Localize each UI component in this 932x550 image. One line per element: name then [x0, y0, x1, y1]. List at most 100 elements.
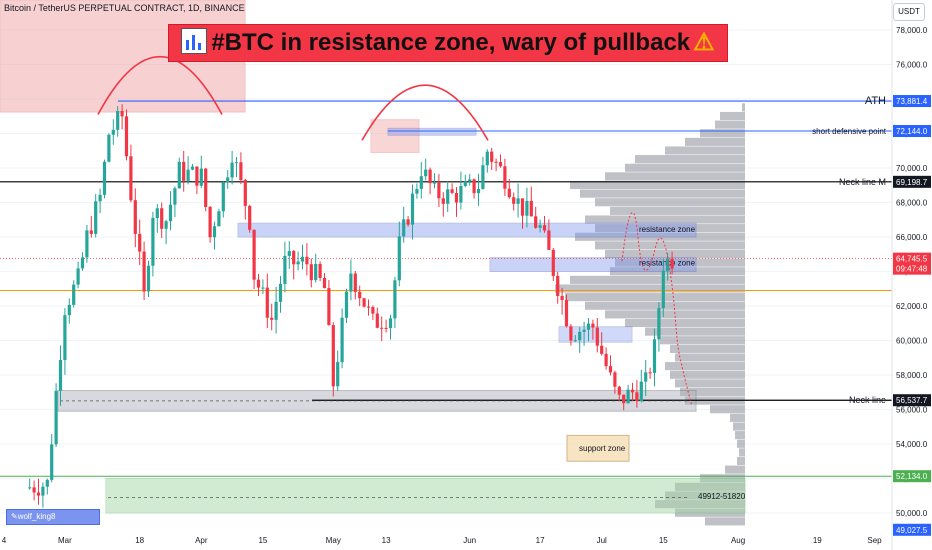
candle-body — [454, 192, 459, 203]
candle-body — [300, 256, 305, 262]
candle-body — [371, 307, 375, 314]
level-label: ATH — [865, 95, 886, 107]
candle-body — [226, 177, 230, 183]
candle-body — [595, 327, 599, 346]
bar-chart-icon — [181, 28, 208, 54]
warning-icon: ⚠ — [693, 29, 715, 56]
candle-body — [406, 219, 410, 225]
candle-body — [217, 211, 221, 227]
volume-profile-bar — [660, 336, 745, 345]
candle-body — [94, 201, 98, 234]
candle-body — [481, 165, 485, 189]
candle-body — [494, 161, 498, 163]
x-tick-label: Aug — [731, 536, 745, 545]
volume-profile-bar — [570, 275, 745, 284]
volume-profile-bar — [720, 111, 745, 121]
candle-body — [102, 161, 107, 195]
candle-body — [248, 205, 252, 230]
candle-body — [573, 340, 577, 342]
support-zone-box — [566, 434, 630, 462]
candle-body — [221, 182, 225, 212]
candle-body — [560, 296, 564, 301]
volume-profile-bar — [635, 155, 745, 164]
candle-body — [424, 169, 428, 177]
candle-body — [622, 394, 626, 404]
levels — [0, 100, 892, 498]
candle-body — [85, 230, 89, 258]
candle-body — [520, 198, 525, 216]
candle-body — [441, 198, 445, 204]
candle-body — [410, 193, 415, 225]
candle-body — [212, 226, 217, 238]
m-top-arc-right — [361, 84, 489, 141]
idea-title-text: #BTC in resistance zone, wary of pullbac… — [211, 29, 691, 56]
candle-body — [116, 111, 120, 130]
candle-body — [652, 339, 657, 373]
x-tick-label: May — [326, 536, 341, 545]
neck-line-zone — [57, 390, 697, 412]
candle-body — [340, 317, 344, 363]
candle-body — [635, 392, 639, 402]
idea-title: #BTC in resistance zone, wary of pullbac… — [168, 24, 728, 62]
candle-body — [432, 182, 437, 184]
volume-profile-bar — [675, 353, 745, 362]
candle-body — [516, 198, 520, 204]
candle-body — [98, 194, 102, 202]
volume-profile-bar — [575, 232, 745, 241]
candle-body — [28, 487, 32, 489]
candle-body — [274, 301, 278, 320]
candle-body — [397, 236, 401, 281]
candle-body — [256, 279, 261, 288]
volume-profile-bar — [605, 172, 745, 181]
candle-body — [155, 208, 159, 219]
price-tag-label: 52,134.0 — [896, 472, 928, 481]
candle-body — [472, 179, 476, 194]
candle-body — [503, 166, 507, 189]
volume-profile-bar — [665, 362, 745, 371]
candle-body — [507, 188, 511, 198]
candle-body — [538, 225, 542, 228]
price-tag-label: 56,537.7 — [896, 396, 928, 405]
price-tag-label: 72,144.0 — [896, 127, 928, 136]
price-tag — [893, 95, 931, 108]
last-price-tag — [893, 252, 931, 275]
x-tick-label: 18 — [135, 536, 144, 545]
last-price-label: 64,745.5 — [896, 255, 928, 264]
y-tick-label: 78,000.0 — [896, 26, 928, 35]
candle-body — [626, 389, 630, 404]
candle-body — [190, 166, 195, 170]
zone-label: resistance zone — [639, 225, 696, 234]
candle-body — [648, 372, 652, 374]
candle-body — [182, 161, 186, 181]
volume-profile-bar — [625, 318, 745, 328]
author-badge[interactable]: ✎wolf_king8 — [6, 509, 100, 525]
volume-profile-bar — [595, 224, 745, 233]
x-tick-label: Jun — [463, 536, 476, 545]
volume-profile-bar — [665, 146, 745, 155]
volume-profile-bar — [595, 198, 745, 207]
candle-body — [208, 206, 212, 238]
candle-body — [366, 306, 371, 308]
candle-body — [639, 381, 643, 402]
x-tick-label: Mar — [58, 536, 72, 545]
candle-body — [151, 218, 155, 266]
countdown-label: 09:47:48 — [896, 265, 928, 274]
level-label: short defensive point — [812, 127, 887, 136]
candle-body — [358, 291, 362, 299]
candle-body — [186, 169, 190, 181]
candle-body — [283, 255, 287, 284]
short-zone — [387, 127, 477, 136]
candle-body — [204, 168, 208, 207]
candle-body — [63, 315, 67, 360]
x-tick-label: Jul — [597, 536, 607, 545]
zone-label: 49912-51820 — [698, 492, 746, 501]
currency-button[interactable]: USDT — [893, 3, 925, 21]
candle-body — [107, 134, 111, 162]
volume-profile-bar — [555, 284, 745, 293]
candle-body — [296, 261, 300, 265]
volume-profile-bar — [595, 241, 745, 250]
candle-body — [498, 162, 503, 167]
candle-body — [133, 200, 137, 234]
x-tick-label: 19 — [813, 536, 822, 545]
